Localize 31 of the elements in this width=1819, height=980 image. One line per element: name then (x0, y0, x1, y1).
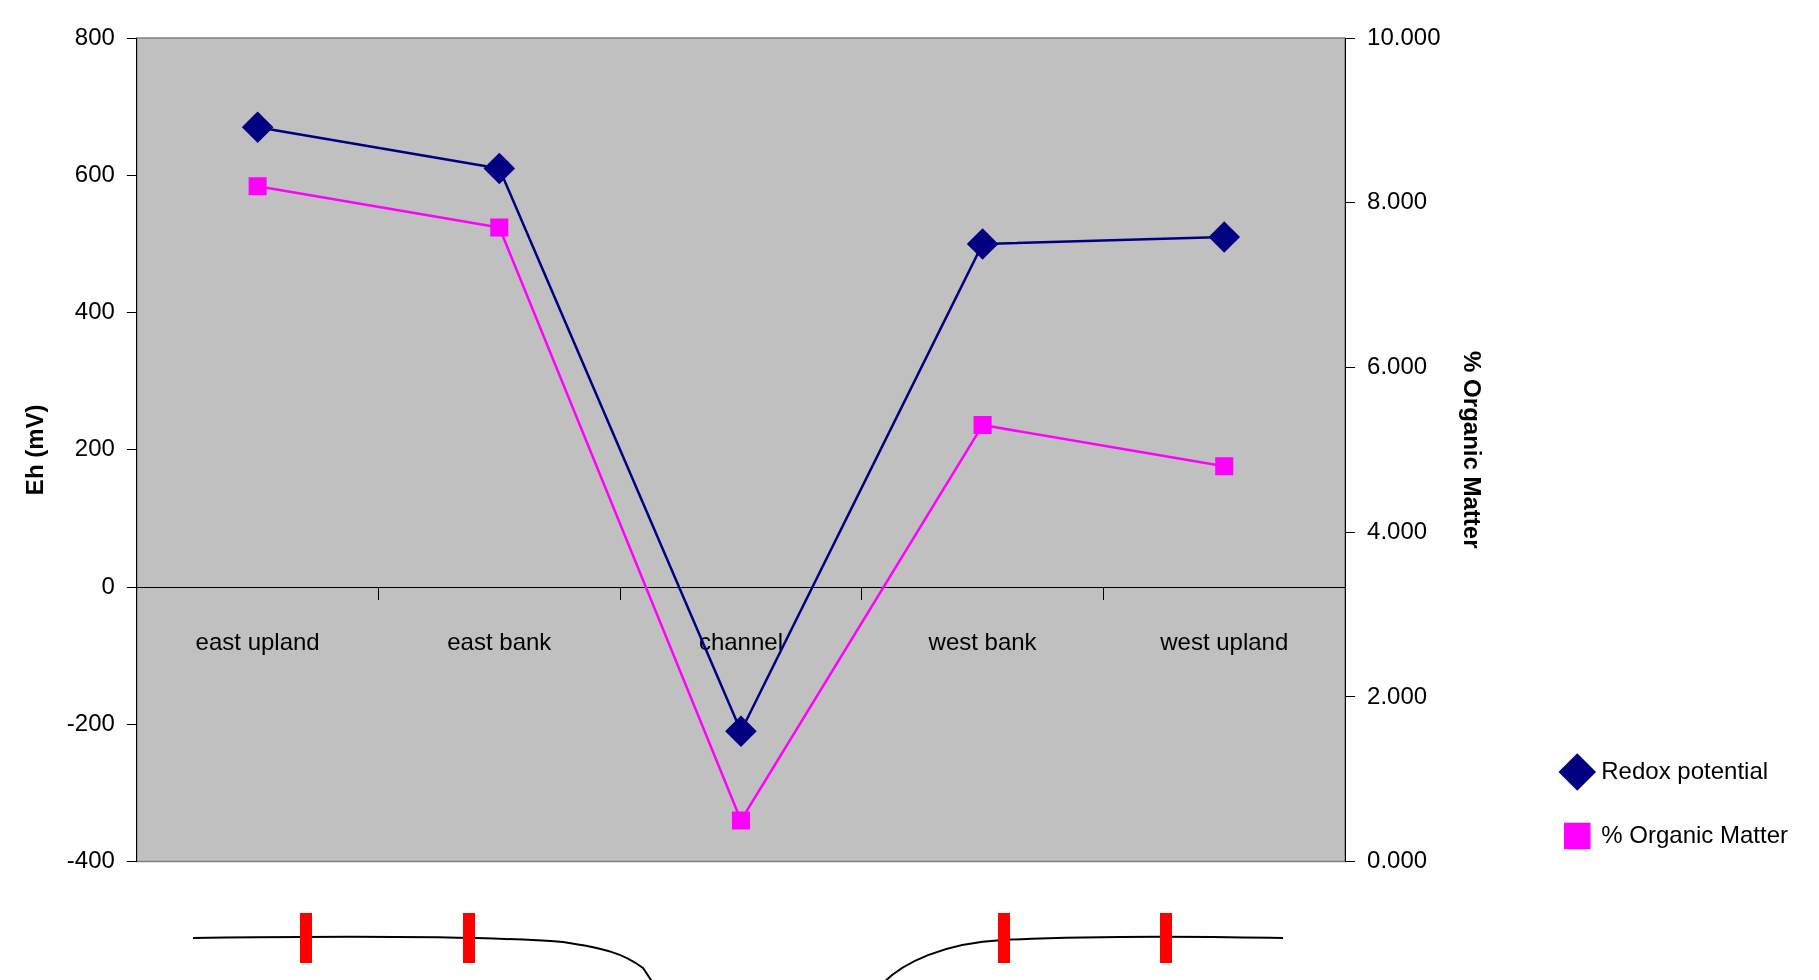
point (490, 218, 509, 237)
x-tick-label: west upland (1159, 628, 1289, 656)
y-tick-label: 400 (74, 297, 115, 325)
point (484, 153, 515, 184)
y-tick-label: -200 (66, 708, 115, 736)
y2-tick-label: 0.000 (1367, 846, 1428, 874)
y2-tick-label: 8.000 (1367, 187, 1428, 215)
y-tick-label: 800 (74, 22, 115, 50)
point (967, 228, 998, 260)
y2-tick-label: 2.000 (1367, 681, 1428, 709)
point (242, 111, 273, 143)
point (248, 177, 267, 196)
legend-label: % Organic Matter (1601, 820, 1789, 848)
y-tick-label: 600 (74, 159, 115, 187)
point (973, 416, 992, 435)
y2-tick-label: 6.000 (1367, 352, 1428, 380)
y2-tick-label: 4.000 (1367, 516, 1428, 544)
x-tick-label: east upland (195, 628, 320, 656)
point (1208, 221, 1240, 253)
point (725, 715, 757, 747)
point (1215, 457, 1234, 476)
legend-label: Redox potential (1601, 756, 1769, 784)
y-tick-label: 200 (74, 434, 115, 462)
y2-tick-label: 10.000 (1367, 22, 1441, 50)
x-tick-label: west bank (927, 628, 1038, 656)
y-tick-label: -400 (66, 846, 115, 874)
point (731, 811, 750, 830)
y-tick-label: 0 (101, 571, 115, 599)
y2-axis-title: % Organic Matter (1459, 351, 1487, 549)
y-axis-title: Eh (mV) (21, 404, 49, 496)
x-tick-label: east bank (447, 628, 553, 656)
